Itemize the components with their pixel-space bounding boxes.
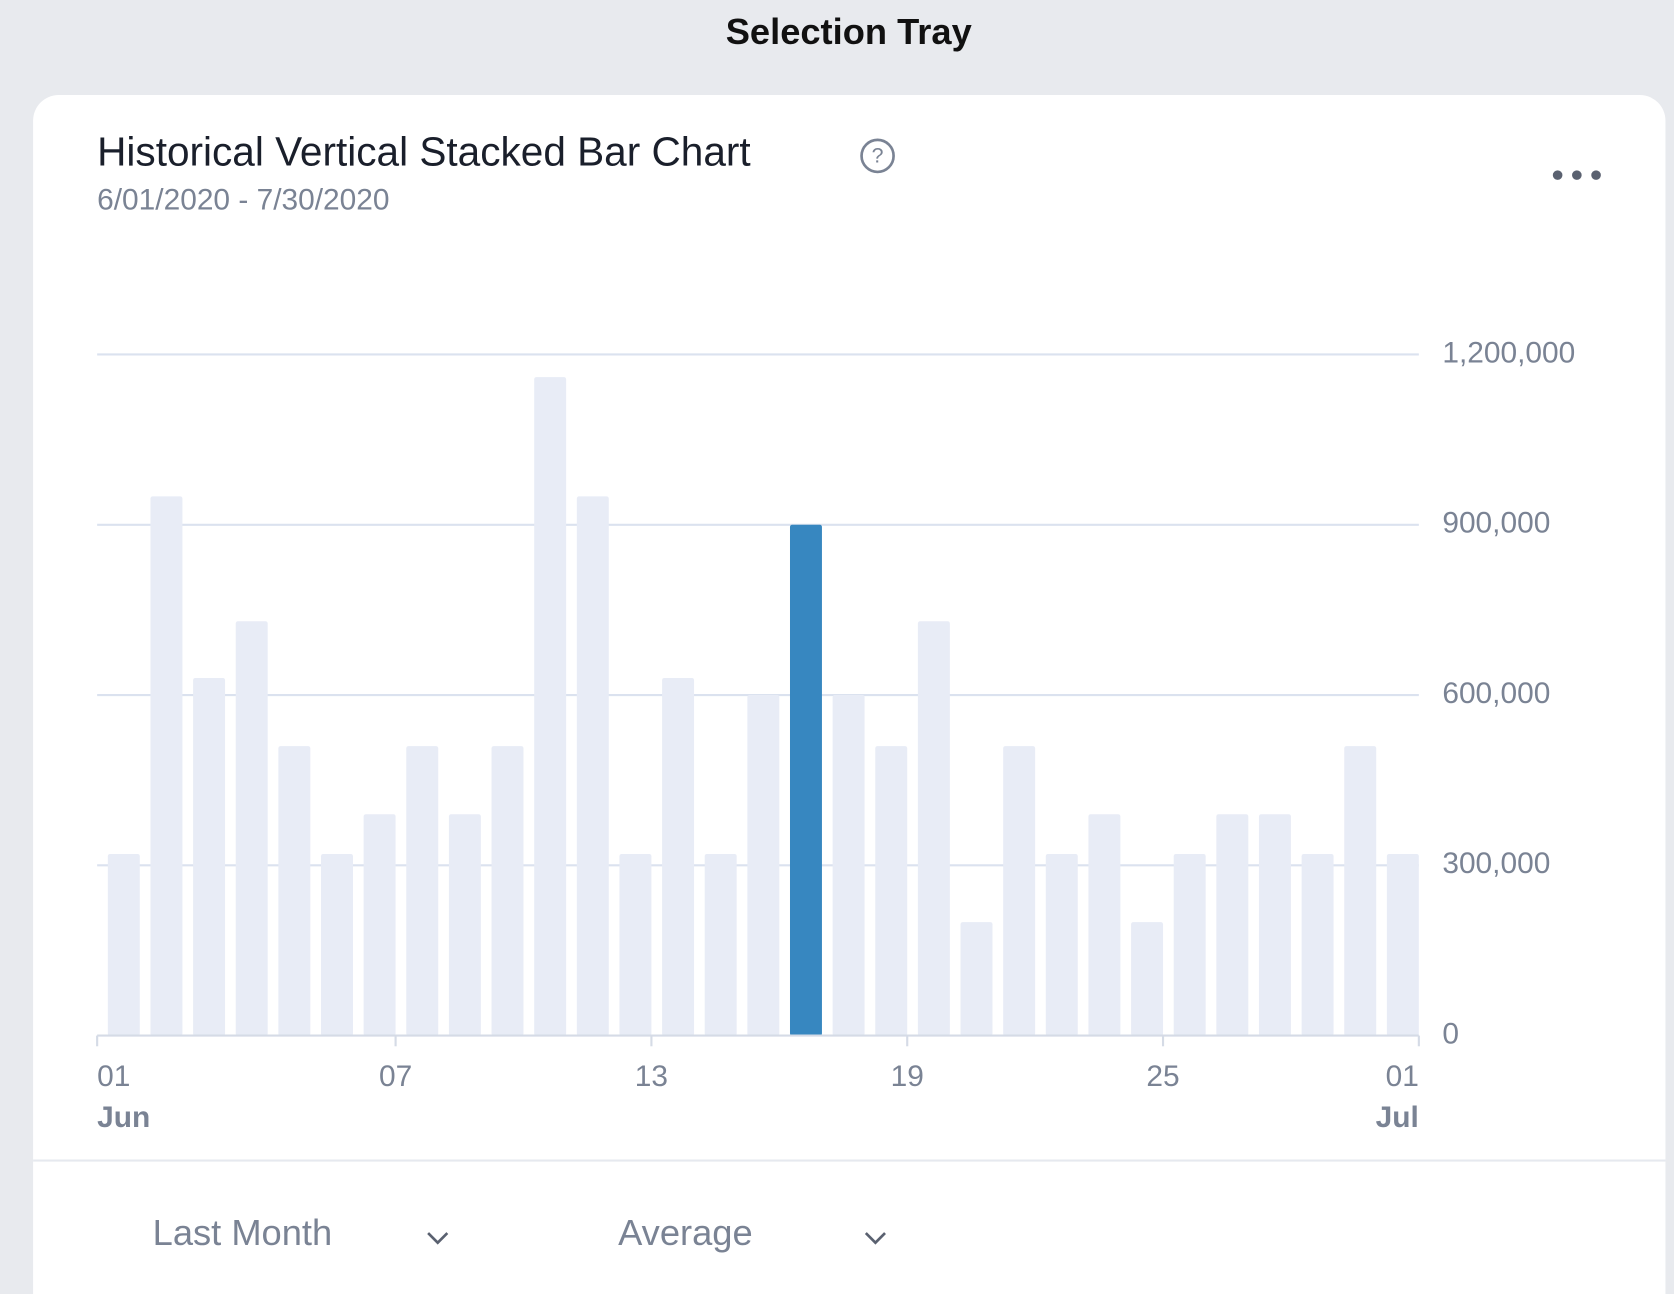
- bar: [704, 853, 737, 1036]
- header-title: Selection Tray: [726, 11, 972, 52]
- x-tick-label: 13: [635, 1060, 668, 1093]
- card-subtitle: 6/01/2020 - 7/30/2020: [97, 184, 389, 217]
- bar: [832, 695, 865, 1036]
- bar: [321, 853, 353, 1036]
- period-label: Last Month: [153, 1212, 333, 1253]
- more-menu[interactable]: [1552, 170, 1601, 180]
- bar: [1003, 746, 1036, 1036]
- x-tick-label: 07: [379, 1060, 412, 1093]
- card-title: Historical Vertical Stacked Bar Chart: [97, 129, 751, 175]
- x-tick-label: 01: [1386, 1060, 1419, 1093]
- x-tick-label: 01: [97, 1060, 130, 1093]
- x-month-label: Jul: [1376, 1101, 1419, 1134]
- bar: [1045, 853, 1078, 1036]
- bar: [960, 922, 993, 1036]
- bar: [917, 621, 950, 1036]
- y-tick-label: 600,000: [1442, 677, 1550, 710]
- bar: [406, 746, 439, 1036]
- bar: [448, 814, 481, 1036]
- y-tick-label: 1,200,000: [1442, 336, 1575, 369]
- bar: [235, 621, 268, 1036]
- bar: [491, 746, 524, 1036]
- bar: [193, 678, 226, 1036]
- bar: [150, 496, 183, 1036]
- bar: [875, 746, 908, 1036]
- y-tick-label: 300,000: [1442, 847, 1550, 880]
- plot: 0 300,000 600,000 900,000 1,200,000 01 Jun 07 13…: [96, 336, 1575, 1134]
- bar: [662, 678, 695, 1036]
- bar: [1173, 853, 1206, 1036]
- aggregation-label: Average: [618, 1212, 752, 1253]
- bar: [1344, 746, 1377, 1036]
- bar: [534, 377, 567, 1036]
- y-tick-label: 900,000: [1442, 507, 1550, 540]
- bar: [1301, 853, 1334, 1036]
- bar: [1386, 853, 1419, 1036]
- bar: [363, 814, 396, 1036]
- bar: [278, 746, 311, 1036]
- bar: [1216, 814, 1249, 1036]
- period-dropdown[interactable]: Last Month: [153, 1212, 449, 1253]
- bar: [576, 496, 609, 1036]
- bar: [1131, 922, 1164, 1036]
- bar: [747, 695, 780, 1036]
- bar: [107, 853, 140, 1036]
- x-month-label: Jun: [97, 1101, 150, 1134]
- bar: [1088, 814, 1121, 1036]
- aggregation-dropdown[interactable]: Average: [618, 1212, 886, 1253]
- y-tick-label: 0: [1442, 1017, 1459, 1050]
- bar: [619, 853, 652, 1036]
- bar: [1258, 814, 1291, 1036]
- x-tick-label: 19: [891, 1060, 924, 1093]
- help-icon[interactable]: ?: [860, 138, 895, 174]
- x-tick-label: 25: [1146, 1060, 1179, 1093]
- bar: [789, 524, 822, 1036]
- svg-text:?: ?: [872, 144, 884, 168]
